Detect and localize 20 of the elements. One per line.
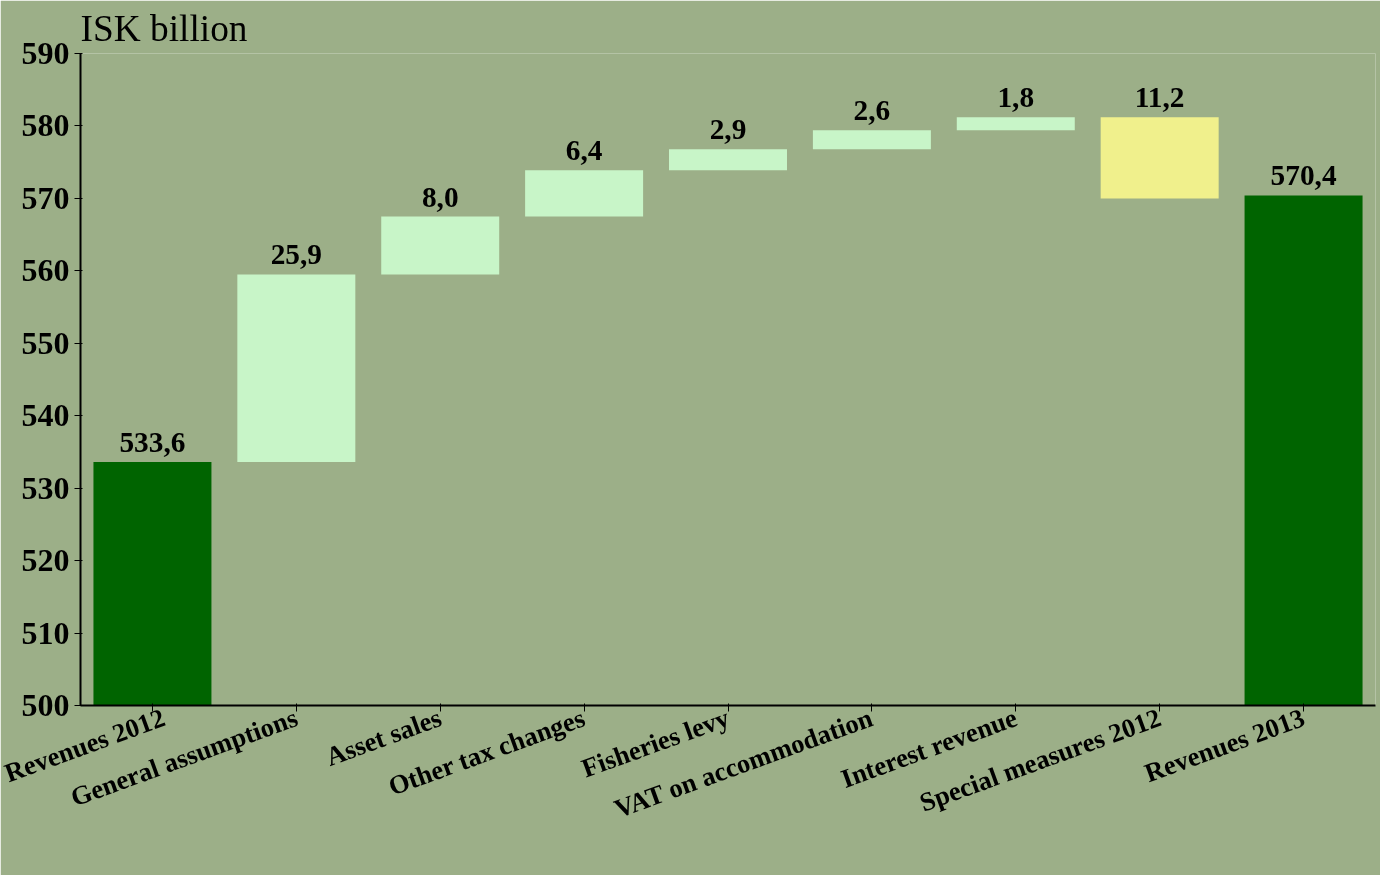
y-tick-label: 550 xyxy=(21,324,70,361)
data-label: 533,6 xyxy=(119,426,186,459)
y-tick-label: 520 xyxy=(21,542,70,579)
y-tick-label: 510 xyxy=(21,614,70,651)
y-tick-label: 580 xyxy=(21,107,70,144)
y-tick-label: 590 xyxy=(21,35,70,71)
data-label: 570,4 xyxy=(1270,159,1337,192)
y-tick-label: 530 xyxy=(21,469,70,506)
data-label: 8,0 xyxy=(421,180,459,213)
y-tick-label: 570 xyxy=(21,179,70,216)
y-tick-label: 560 xyxy=(21,252,70,289)
y-tick-label: 500 xyxy=(21,687,70,723)
data-label: 6,4 xyxy=(565,134,603,167)
data-label: 1,8 xyxy=(997,81,1035,114)
y-axis-title: ISK billion xyxy=(80,7,248,49)
data-label: 25,9 xyxy=(270,238,322,271)
data-label: 2,6 xyxy=(853,94,891,127)
data-label: 2,9 xyxy=(709,113,747,146)
data-label: 11,2 xyxy=(1134,81,1185,114)
y-tick-label: 540 xyxy=(21,397,70,434)
